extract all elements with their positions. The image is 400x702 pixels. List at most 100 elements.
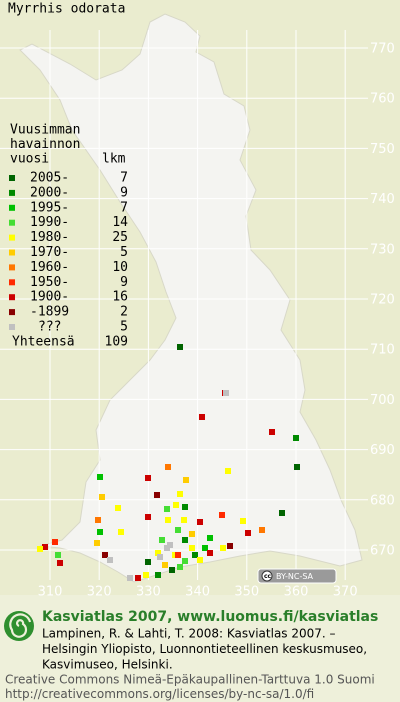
grid-label: 720 (370, 293, 395, 308)
license-line: http://creativecommons.org/licenses/by-n… (5, 687, 314, 701)
occurrence (165, 464, 171, 470)
occurrence (197, 519, 203, 525)
grid-label: 710 (370, 343, 395, 358)
occurrence (42, 544, 48, 550)
occurrence (165, 517, 171, 523)
occurrence (155, 572, 161, 578)
occurrence (175, 552, 181, 558)
footer: Kasviatlas 2007, www.luomus.fi/kasviatla… (5, 609, 378, 701)
legend-count: 5 (120, 320, 128, 335)
occurrence (94, 540, 100, 546)
occurrence (182, 504, 188, 510)
occurrence (227, 543, 233, 549)
legend-label: 1980- (30, 230, 69, 245)
grid-label: 690 (370, 443, 395, 458)
grid-label: 340 (185, 585, 210, 600)
legend-count: 14 (112, 215, 128, 230)
occurrence (169, 567, 175, 573)
occurrence (207, 535, 213, 541)
occurrence (99, 494, 105, 500)
legend-count: 10 (112, 260, 128, 275)
occurrence (97, 474, 103, 480)
legend-swatch (9, 309, 15, 316)
logo (4, 611, 34, 641)
license-badge: cc BY-NC-SA (257, 568, 337, 584)
occurrence (279, 510, 285, 516)
grid-label: 670 (370, 544, 395, 559)
occurrence (181, 517, 187, 523)
occurrence (154, 492, 160, 498)
legend-count: 25 (112, 230, 128, 245)
occurrence (107, 557, 113, 563)
legend-count: 7 (120, 171, 128, 186)
legend-label: 2005- (30, 171, 69, 186)
species-title: Myrrhis odorata (8, 2, 125, 17)
occurrence (177, 491, 183, 497)
occurrence (223, 390, 229, 396)
occurrence (115, 505, 121, 511)
occurrence (164, 545, 170, 551)
legend-label: 1995- (30, 200, 69, 215)
grid-label: 310 (38, 585, 63, 600)
occurrence (95, 517, 101, 523)
occurrence (240, 518, 246, 524)
occurrence (175, 527, 181, 533)
legend-count: 2 (120, 305, 128, 320)
occurrence (145, 514, 151, 520)
total-label: Yhteensä (12, 334, 75, 349)
grid-label: 370 (333, 585, 358, 600)
occurrence (220, 545, 226, 551)
occurrence (177, 564, 183, 570)
legend-swatch (9, 234, 15, 241)
occurrence (183, 477, 189, 483)
occurrence (127, 575, 133, 581)
grid-label: 740 (370, 192, 395, 207)
legend-swatch (9, 175, 15, 181)
grid-label: 320 (87, 585, 112, 600)
grid-label: 700 (370, 393, 395, 408)
footer-heading: Kasviatlas 2007, www.luomus.fi/kasviatla… (42, 609, 378, 625)
legend-header: vuosi (10, 152, 49, 167)
occurrence (182, 537, 188, 543)
grid-label: 750 (370, 142, 395, 157)
legend-label: 1950- (30, 275, 69, 290)
occurrence (197, 557, 203, 563)
occurrence (162, 562, 168, 568)
legend-label: 1960- (30, 260, 69, 275)
occurrence (259, 527, 265, 533)
legend-swatch (9, 294, 15, 301)
occurrence (269, 429, 275, 435)
occurrence (57, 560, 63, 566)
grid-label: 760 (370, 92, 395, 107)
occurrence (52, 539, 58, 545)
occurrences (37, 344, 300, 581)
legend-swatch (9, 219, 15, 226)
legend-label: 1970- (30, 245, 69, 260)
occurrence (157, 554, 163, 560)
citation-line: Kasvimuseo, Helsinki. (42, 658, 173, 672)
occurrence (155, 550, 161, 556)
occurrence (207, 550, 213, 556)
legend-label: 1990- (30, 215, 69, 230)
citation-line: Helsingin Yliopisto, Luonnontieteellinen… (42, 642, 367, 656)
occurrence (189, 545, 195, 551)
occurrence (97, 529, 103, 535)
grid-label: 360 (284, 585, 309, 600)
legend-count: 7 (120, 200, 128, 215)
land (19, 13, 363, 583)
legend-count: 5 (120, 245, 128, 260)
svg-text:cc: cc (264, 573, 272, 580)
legend-swatch (9, 279, 15, 286)
legend-swatch (9, 204, 15, 211)
legend-label: -1899 (30, 305, 69, 320)
occurrence (225, 468, 231, 474)
occurrence (182, 558, 188, 564)
occurrence (189, 531, 195, 537)
total-count: 109 (105, 334, 128, 349)
occurrence (173, 502, 179, 508)
occurrence (293, 435, 299, 441)
legend-header: Vuusimman (10, 123, 80, 138)
grid-label: 730 (370, 242, 395, 257)
legend-swatch (9, 324, 15, 330)
citation-line: Lampinen, R. & Lahti, T. 2008: Kasviatla… (42, 627, 336, 641)
